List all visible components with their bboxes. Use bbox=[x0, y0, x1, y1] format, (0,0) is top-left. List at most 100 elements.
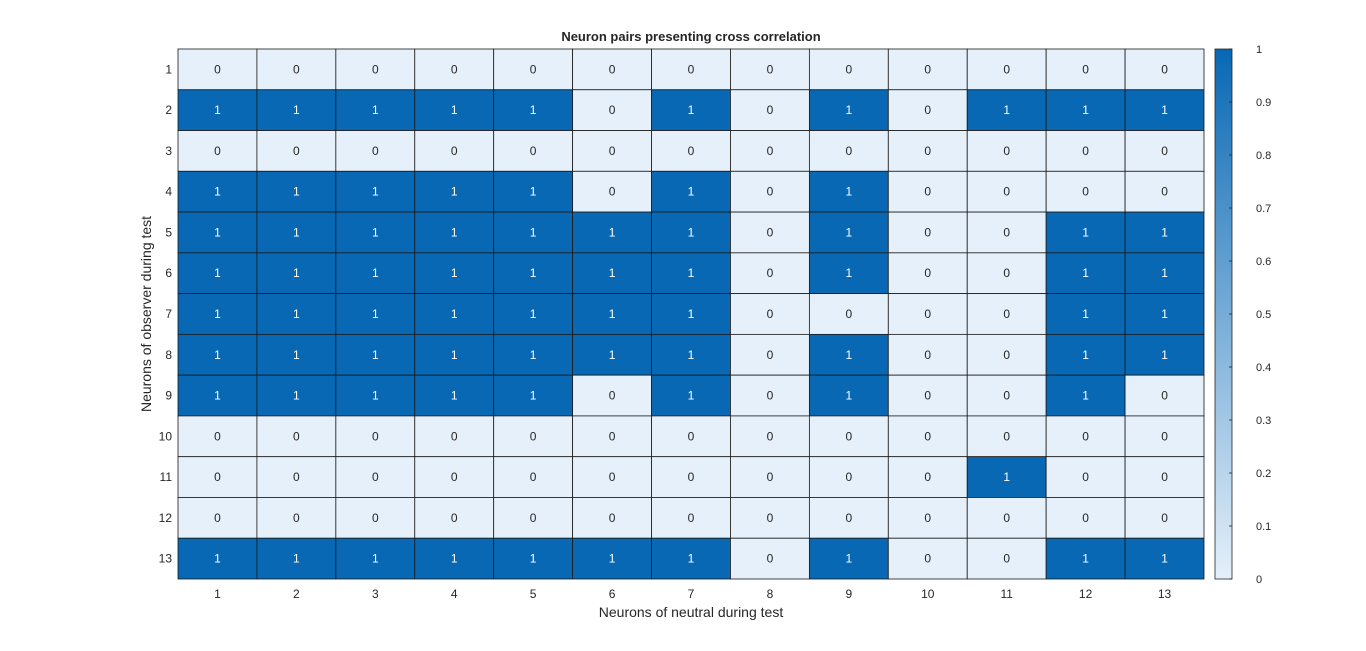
cell-value-label: 1 bbox=[530, 185, 537, 199]
heatmap-cell bbox=[887, 252, 968, 295]
cell-value-label: 0 bbox=[451, 511, 458, 525]
cell-value-label: 0 bbox=[530, 62, 537, 76]
cell-value-label: 0 bbox=[1161, 389, 1168, 403]
cell-value-label: 1 bbox=[451, 389, 458, 403]
heatmap-cell bbox=[730, 89, 810, 131]
heatmap-cell bbox=[966, 537, 1047, 580]
cell-value-label: 0 bbox=[372, 429, 379, 443]
heatmap-cell bbox=[1124, 130, 1205, 172]
heatmap-cell bbox=[414, 374, 495, 417]
heatmap-cell bbox=[572, 537, 652, 580]
heatmap-cell bbox=[1124, 170, 1205, 213]
heatmap-cell bbox=[730, 170, 810, 213]
heatmap-cell bbox=[651, 333, 731, 376]
x-tick-label: 10 bbox=[921, 587, 935, 601]
y-tick-label: 3 bbox=[165, 144, 172, 158]
colorbar-tick-label: 0.5 bbox=[1256, 309, 1271, 321]
x-tick-label: 7 bbox=[688, 587, 695, 601]
cell-value-label: 0 bbox=[609, 511, 616, 525]
heatmap-cell bbox=[887, 89, 968, 131]
x-axis-tick-labels: 1 2 3 4 5 6 7 8 9 10 11 12 13 bbox=[214, 587, 1171, 601]
cell-value-label: 0 bbox=[609, 103, 616, 117]
y-tick-label: 8 bbox=[165, 348, 172, 362]
x-tick-label: 11 bbox=[1000, 587, 1013, 601]
cell-value-label: 0 bbox=[372, 511, 379, 525]
cell-value-label: 0 bbox=[1082, 429, 1089, 443]
heatmap-cell bbox=[730, 456, 810, 498]
heatmap-cell bbox=[335, 170, 416, 213]
cell-value-label: 1 bbox=[1161, 552, 1168, 566]
cell-value-label: 0 bbox=[372, 144, 379, 158]
cell-value-label: 0 bbox=[609, 62, 616, 76]
heatmap-cell bbox=[1045, 130, 1126, 172]
colorbar-tick-label: 0.2 bbox=[1256, 468, 1271, 480]
colorbar-tick-label: 0.3 bbox=[1256, 415, 1271, 427]
cell-value-label: 1 bbox=[214, 307, 221, 321]
heatmap-cell bbox=[966, 130, 1047, 172]
heatmap-cell bbox=[177, 537, 258, 580]
cell-value-label: 0 bbox=[924, 429, 931, 443]
x-tick-label: 1 bbox=[214, 587, 221, 601]
cell-value-label: 0 bbox=[1003, 307, 1010, 321]
heatmap-cell bbox=[887, 130, 968, 172]
cell-value-label: 1 bbox=[846, 266, 853, 280]
cell-value-label: 0 bbox=[767, 307, 774, 321]
cell-value-label: 0 bbox=[609, 470, 616, 484]
heatmap-cell bbox=[414, 456, 495, 498]
x-tick-label: 8 bbox=[767, 587, 774, 601]
cell-value-label: 1 bbox=[1082, 552, 1089, 566]
heatmap-cell bbox=[177, 293, 258, 335]
cell-value-label: 0 bbox=[1161, 62, 1168, 76]
cell-value-label: 0 bbox=[688, 429, 695, 443]
cell-value-label: 1 bbox=[372, 307, 379, 321]
y-tick-label: 13 bbox=[159, 552, 173, 566]
heatmap-cell bbox=[1124, 415, 1205, 458]
heatmap-cell bbox=[177, 48, 258, 91]
cell-value-label: 1 bbox=[846, 103, 853, 117]
cell-value-label: 1 bbox=[530, 103, 537, 117]
cell-value-label: 0 bbox=[924, 62, 931, 76]
cell-value-label: 1 bbox=[293, 225, 300, 239]
heatmap-cells bbox=[177, 48, 1205, 580]
heatmap-cell bbox=[572, 293, 652, 335]
cell-value-label: 0 bbox=[924, 307, 931, 321]
cell-value-label: 1 bbox=[846, 348, 853, 362]
heatmap-cell bbox=[177, 130, 258, 172]
heatmap-cell bbox=[177, 89, 258, 131]
cell-value-label: 0 bbox=[846, 62, 853, 76]
y-axis-label: Neurons of observer during test bbox=[138, 216, 154, 412]
heatmap-cell bbox=[177, 211, 258, 254]
heatmap-cell bbox=[335, 252, 416, 295]
cell-value-label: 0 bbox=[1003, 429, 1010, 443]
heatmap-cell bbox=[335, 293, 416, 335]
cell-value-label: 1 bbox=[530, 225, 537, 239]
heatmap-cell bbox=[414, 333, 495, 376]
cell-value-label: 0 bbox=[924, 389, 931, 403]
cell-value-label: 1 bbox=[214, 185, 221, 199]
cell-value-label: 1 bbox=[372, 225, 379, 239]
cell-value-label: 1 bbox=[609, 307, 616, 321]
cell-value-label: 1 bbox=[1082, 348, 1089, 362]
cell-value-label: 1 bbox=[293, 389, 300, 403]
cell-value-label: 1 bbox=[293, 185, 300, 199]
cell-value-label: 0 bbox=[1161, 185, 1168, 199]
cell-value-label: 0 bbox=[214, 429, 221, 443]
heatmap-cell bbox=[177, 252, 258, 295]
heatmap-cell bbox=[493, 252, 574, 295]
heatmap-cell bbox=[730, 333, 810, 376]
cell-value-label: 1 bbox=[293, 266, 300, 280]
cell-value-label: 1 bbox=[372, 185, 379, 199]
cell-value-label: 1 bbox=[1003, 103, 1010, 117]
cell-value-label: 0 bbox=[293, 511, 300, 525]
cell-value-label: 0 bbox=[767, 266, 774, 280]
heatmap-cell bbox=[493, 456, 574, 498]
heatmap-cell bbox=[414, 211, 495, 254]
cell-value-label: 0 bbox=[846, 307, 853, 321]
y-tick-label: 12 bbox=[159, 511, 173, 525]
cell-value-label: 0 bbox=[924, 470, 931, 484]
cell-value-label: 0 bbox=[924, 552, 931, 566]
cell-value-label: 0 bbox=[1003, 225, 1010, 239]
y-tick-label: 7 bbox=[165, 307, 172, 321]
cell-value-label: 0 bbox=[609, 429, 616, 443]
heatmap-cell bbox=[1045, 170, 1126, 213]
